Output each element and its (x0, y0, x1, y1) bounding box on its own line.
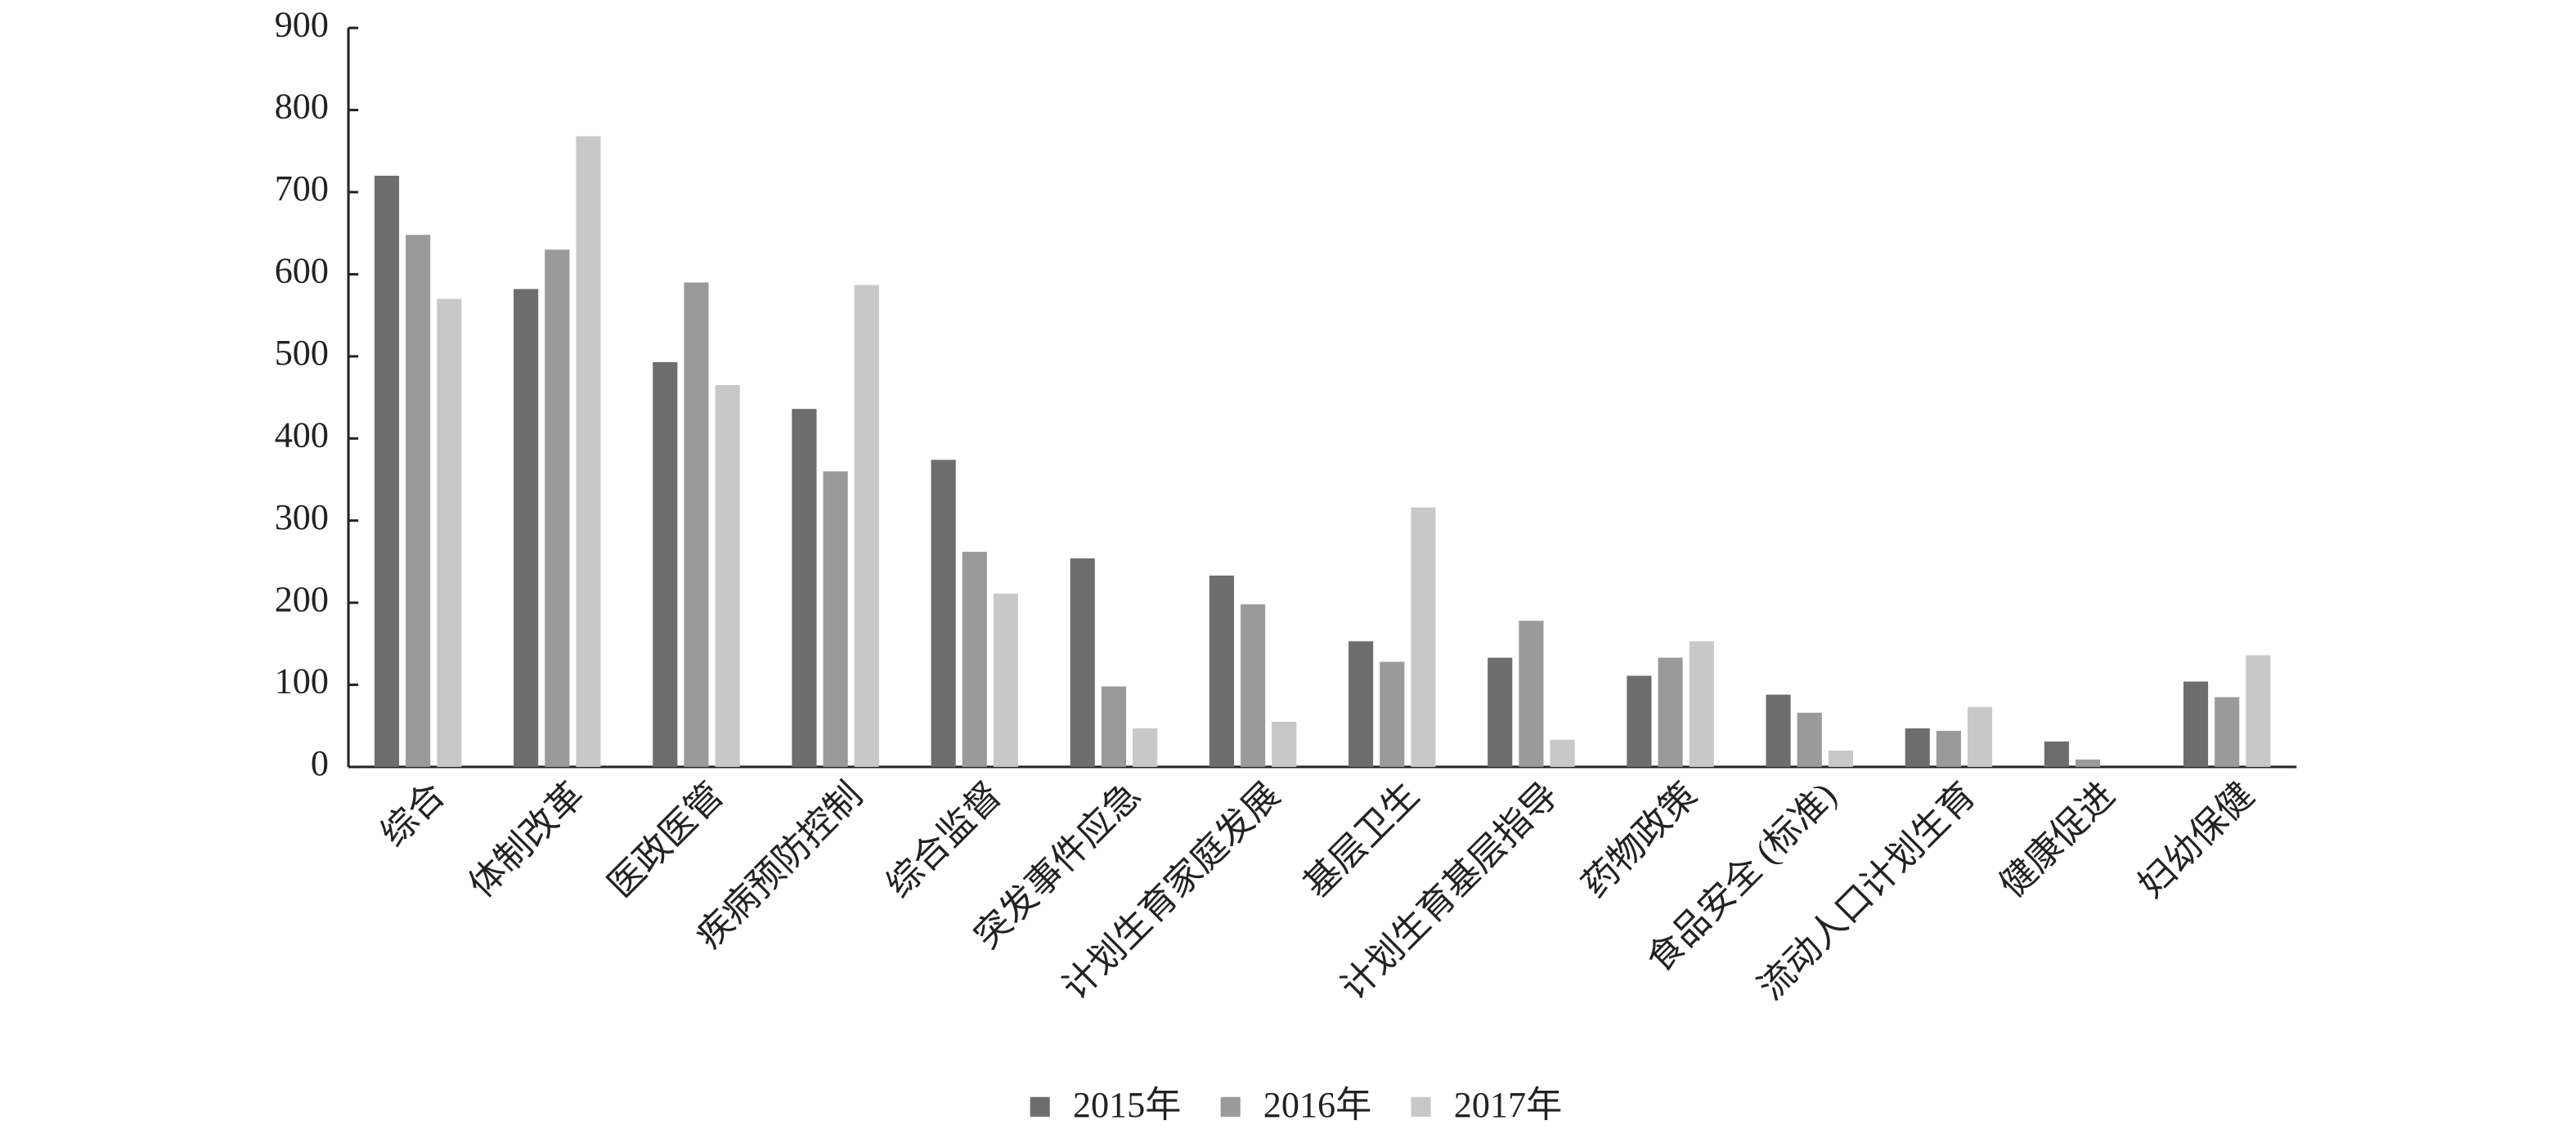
x-tick-label: 综合 (373, 775, 452, 854)
bar (1828, 750, 1853, 768)
y-tick-label: 0 (311, 743, 329, 783)
bar (1133, 728, 1158, 768)
bar (653, 361, 678, 768)
y-tick-label: 300 (275, 497, 329, 537)
legend-swatch (1411, 1096, 1431, 1117)
bar (1905, 728, 1930, 768)
y-tick-label: 200 (275, 579, 329, 619)
bar (931, 459, 956, 768)
bar (1550, 739, 1575, 768)
bar (1967, 706, 1993, 768)
bar (1766, 694, 1791, 768)
bar (2246, 655, 2271, 768)
x-tick-label: 综合监督 (879, 775, 1010, 906)
y-tick-label: 400 (275, 415, 329, 455)
y-tick-label: 100 (275, 661, 329, 701)
bar (545, 249, 570, 768)
bar (374, 175, 400, 768)
y-tick-label: 800 (275, 87, 329, 127)
bar (1241, 604, 1266, 768)
legend-swatch (1220, 1096, 1241, 1117)
x-tick-label: 基层卫生 (1296, 775, 1427, 906)
legend-label: 2016年 (1263, 1085, 1372, 1125)
bar (1488, 657, 1513, 768)
bar (684, 282, 709, 768)
legend-label: 2015年 (1073, 1085, 1182, 1125)
legend-label: 2017年 (1454, 1085, 1563, 1125)
bar (854, 285, 879, 768)
x-tick-label: 妇幼保健 (2131, 775, 2262, 906)
y-tick-label: 900 (275, 4, 329, 44)
bar (406, 235, 431, 768)
bar (2215, 697, 2240, 768)
y-tick-label: 500 (275, 333, 329, 373)
bar (792, 409, 817, 768)
bar (715, 385, 740, 768)
bar (1349, 641, 1374, 768)
bar (1658, 657, 1683, 768)
bar (1519, 621, 1544, 768)
bar (1936, 730, 1961, 768)
legend-swatch (1030, 1096, 1050, 1117)
bar (823, 471, 848, 768)
bar (2044, 741, 2069, 768)
bar (2075, 759, 2101, 768)
bar (1411, 507, 1436, 768)
bar (993, 594, 1019, 768)
bar (1209, 576, 1235, 768)
x-tick-label: 体制改革 (461, 775, 592, 906)
x-tick-label: 健康促进 (1992, 775, 2123, 906)
y-tick-label: 700 (275, 168, 329, 208)
bar (1070, 558, 1095, 768)
bar (1627, 675, 1652, 768)
bar (514, 289, 539, 768)
bar (576, 136, 601, 768)
bar (962, 551, 987, 768)
bar (1380, 661, 1405, 768)
y-tick-label: 600 (275, 251, 329, 291)
x-tick-label: 医政医管 (600, 775, 731, 906)
bar (1101, 686, 1127, 768)
x-tick-label: 药物政策 (1574, 775, 1705, 906)
bar (1689, 641, 1714, 768)
bar (1797, 712, 1822, 768)
bar (2183, 681, 2209, 768)
bar (437, 298, 462, 768)
bar (1272, 721, 1297, 768)
